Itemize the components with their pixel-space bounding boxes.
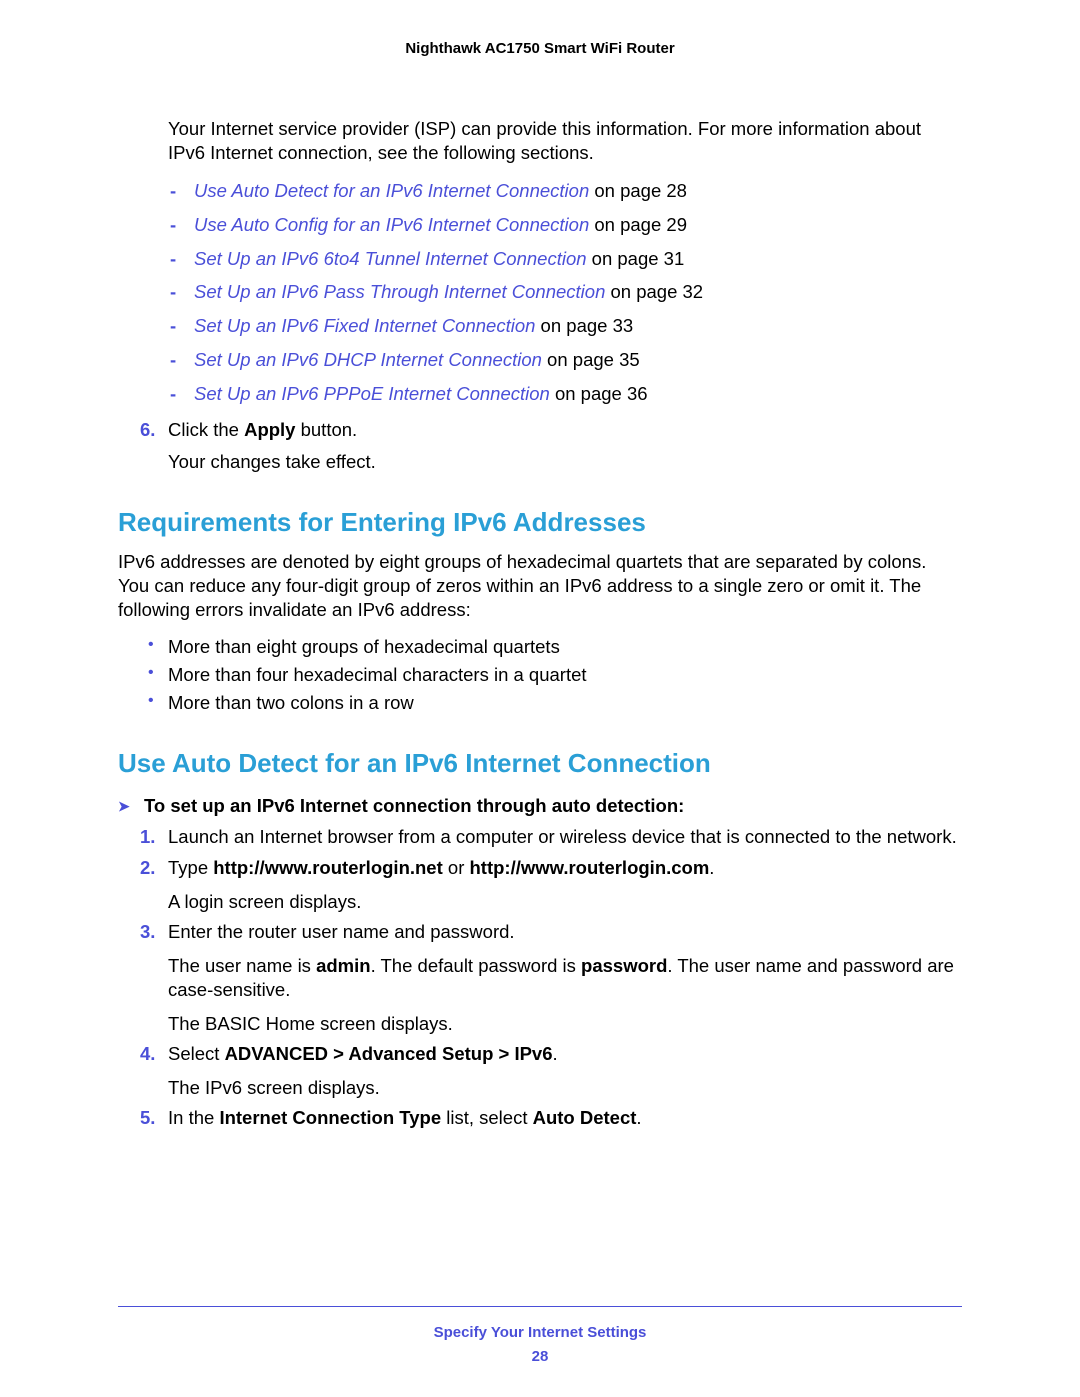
url-bold: http://www.routerlogin.com <box>470 857 710 878</box>
step-follow: Your changes take effect. <box>168 451 962 473</box>
footer-page-number: 28 <box>0 1348 1080 1365</box>
step-number: 2. <box>140 856 155 880</box>
bold: admin <box>316 955 370 976</box>
xref-item: Set Up an IPv6 Pass Through Internet Con… <box>168 278 962 306</box>
step-number: 3. <box>140 920 155 944</box>
bold: password <box>581 955 667 976</box>
xref-suffix: on page 29 <box>589 214 687 235</box>
page: Nighthawk AC1750 Smart WiFi Router Your … <box>0 0 1080 1397</box>
text: . The default password is <box>371 955 581 976</box>
bullet-list: More than eight groups of hexadecimal qu… <box>148 636 962 714</box>
xref-link[interactable]: Set Up an IPv6 Pass Through Internet Con… <box>194 281 605 302</box>
step-number: 1. <box>140 825 155 849</box>
xref-suffix: on page 35 <box>542 349 640 370</box>
step-bold: Apply <box>244 419 295 440</box>
bullet-item: More than two colons in a row <box>148 692 962 714</box>
step-text: . <box>636 1107 641 1128</box>
xref-item: Use Auto Detect for an IPv6 Internet Con… <box>168 177 962 205</box>
step-text: list, select <box>441 1107 533 1128</box>
footer-rule <box>118 1306 962 1307</box>
xref-link[interactable]: Use Auto Config for an IPv6 Internet Con… <box>194 214 589 235</box>
bold: Internet Connection Type <box>219 1107 441 1128</box>
xref-link[interactable]: Use Auto Detect for an IPv6 Internet Con… <box>194 180 589 201</box>
step-text: In the <box>168 1107 219 1128</box>
step-follow: The BASIC Home screen displays. <box>168 1012 962 1036</box>
step-follow: The IPv6 screen displays. <box>168 1076 962 1100</box>
xref-link[interactable]: Set Up an IPv6 DHCP Internet Connection <box>194 349 542 370</box>
xref-item: Use Auto Config for an IPv6 Internet Con… <box>168 211 962 239</box>
step-number: 5. <box>140 1106 155 1130</box>
step-text: Launch an Internet browser from a comput… <box>168 826 957 847</box>
xref-list: Use Auto Detect for an IPv6 Internet Con… <box>168 177 962 407</box>
step-text: . <box>709 857 714 878</box>
step-text: . <box>553 1043 558 1064</box>
step-number: 4. <box>140 1042 155 1066</box>
intro-paragraph: Your Internet service provider (ISP) can… <box>168 117 962 165</box>
step-follow: The user name is admin. The default pass… <box>168 954 962 1002</box>
step-text: Select <box>168 1043 225 1064</box>
step-text: or <box>443 857 470 878</box>
xref-item: Set Up an IPv6 6to4 Tunnel Internet Conn… <box>168 245 962 273</box>
xref-link[interactable]: Set Up an IPv6 6to4 Tunnel Internet Conn… <box>194 248 587 269</box>
xref-link[interactable]: Set Up an IPv6 PPPoE Internet Connection <box>194 383 550 404</box>
url-bold: http://www.routerlogin.net <box>213 857 443 878</box>
step-3: 3. Enter the router user name and passwo… <box>140 920 962 944</box>
step-6: 6. Click the Apply button. <box>140 419 962 441</box>
xref-item: Set Up an IPv6 Fixed Internet Connection… <box>168 312 962 340</box>
text: The user name is <box>168 955 316 976</box>
step-1: 1. Launch an Internet browser from a com… <box>140 825 962 849</box>
step-follow: A login screen displays. <box>168 890 962 914</box>
section-paragraph: IPv6 addresses are denoted by eight grou… <box>118 550 962 622</box>
procedure-heading: To set up an IPv6 Internet connection th… <box>118 795 962 817</box>
xref-suffix: on page 32 <box>605 281 703 302</box>
step-text: Enter the router user name and password. <box>168 921 515 942</box>
bullet-item: More than four hexadecimal characters in… <box>148 664 962 686</box>
step-text: Click the <box>168 419 244 440</box>
xref-item: Set Up an IPv6 PPPoE Internet Connection… <box>168 380 962 408</box>
step-number: 6. <box>140 419 155 441</box>
xref-item: Set Up an IPv6 DHCP Internet Connection … <box>168 346 962 374</box>
xref-suffix: on page 28 <box>589 180 687 201</box>
step-5: 5. In the Internet Connection Type list,… <box>140 1106 962 1130</box>
step-2: 2. Type http://www.routerlogin.net or ht… <box>140 856 962 880</box>
step-text: button. <box>295 419 357 440</box>
running-header: Nighthawk AC1750 Smart WiFi Router <box>118 40 962 57</box>
bold: ADVANCED > Advanced Setup > IPv6 <box>225 1043 553 1064</box>
step-text: Type <box>168 857 213 878</box>
bold: Auto Detect <box>533 1107 637 1128</box>
step-4: 4. Select ADVANCED > Advanced Setup > IP… <box>140 1042 962 1066</box>
xref-suffix: on page 36 <box>550 383 648 404</box>
footer-section-title: Specify Your Internet Settings <box>0 1324 1080 1341</box>
section-heading-requirements: Requirements for Entering IPv6 Addresses <box>118 507 962 538</box>
xref-suffix: on page 33 <box>535 315 633 336</box>
xref-link[interactable]: Set Up an IPv6 Fixed Internet Connection <box>194 315 535 336</box>
bullet-item: More than eight groups of hexadecimal qu… <box>148 636 962 658</box>
section-heading-autodetect: Use Auto Detect for an IPv6 Internet Con… <box>118 748 962 779</box>
xref-suffix: on page 31 <box>587 248 685 269</box>
